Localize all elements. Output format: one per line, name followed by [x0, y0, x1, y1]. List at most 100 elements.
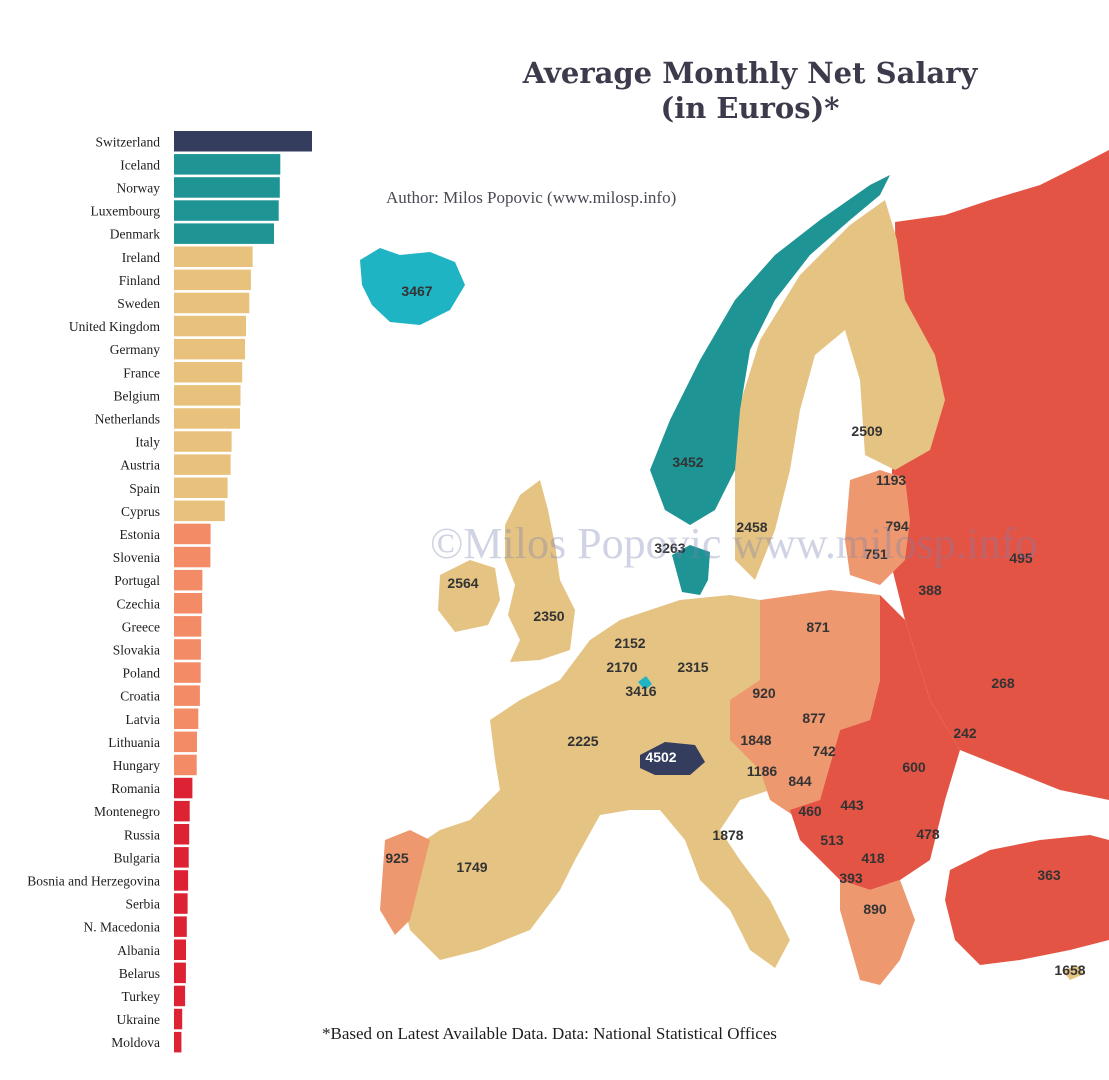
map-region-greece	[840, 880, 915, 985]
bar-label: Netherlands	[95, 412, 160, 427]
bar-moldova	[174, 1031, 182, 1053]
map-region-turkey	[945, 835, 1109, 965]
chart-title: Average Monthly Net Salary (in Euros)*	[470, 56, 1030, 126]
bar-label: Norway	[117, 180, 161, 195]
bar-label: Finland	[119, 273, 161, 288]
author-credit: Author: Milos Popovic (www.milosp.info)	[386, 188, 677, 207]
bar-label: Lithuania	[108, 735, 160, 750]
bar-switzerland	[174, 131, 312, 152]
bar-label: Cyprus	[121, 504, 160, 519]
bar-sweden	[174, 292, 250, 314]
bar-label: Spain	[129, 481, 160, 496]
map-value-label: 2170	[606, 659, 637, 675]
map-region-luxembourg	[638, 676, 652, 690]
map-value-label: 920	[752, 685, 776, 701]
map-value-label: 513	[820, 832, 844, 848]
map-value-label: 600	[902, 759, 926, 775]
bar-label: Iceland	[120, 157, 160, 172]
bar-label: Switzerland	[96, 134, 161, 149]
map-value-label: 478	[916, 826, 940, 842]
bar-finland	[174, 269, 251, 291]
map-value-label: 2152	[614, 635, 645, 651]
bar-poland	[174, 662, 201, 683]
map-region-cyprus	[1062, 966, 1084, 980]
map-region-switzerland	[640, 742, 705, 775]
map-region-uk	[505, 480, 575, 662]
bar-n-macedonia	[174, 916, 187, 937]
map-value-label: 495	[1009, 550, 1033, 566]
bar-croatia	[174, 685, 200, 706]
map-region-denmark	[672, 545, 710, 595]
map-region-central-east	[730, 590, 880, 820]
map-region-norway	[650, 175, 890, 525]
bar-germany	[174, 338, 245, 360]
bar-greece	[174, 616, 202, 637]
map-value-label: 242	[953, 725, 977, 741]
bar-label: Poland	[122, 666, 160, 681]
bar-latvia	[174, 708, 199, 729]
map-value-label: 3263	[654, 540, 685, 556]
map-value-label: 844	[788, 773, 812, 789]
bar-belarus	[174, 962, 186, 984]
bar-turkey	[174, 985, 186, 1007]
bar-montenegro	[174, 800, 190, 822]
bar-slovakia	[174, 639, 201, 660]
bar-albania	[174, 939, 186, 960]
bar-spain	[174, 477, 228, 498]
bar-label: Czechia	[117, 596, 160, 611]
map-region-western-europe	[400, 595, 790, 968]
bar-chart	[174, 131, 312, 1053]
bar-label: N. Macedonia	[84, 920, 160, 935]
bar-ukraine	[174, 1008, 183, 1030]
bar-russia	[174, 824, 190, 845]
bar-denmark	[174, 223, 274, 244]
bar-label: United Kingdom	[69, 319, 161, 334]
bar-label: Bosnia and Herzegovina	[27, 874, 160, 889]
bar-label: Germany	[110, 342, 160, 357]
bar-label: Portugal	[114, 573, 160, 588]
map-value-label: 1878	[712, 827, 743, 843]
bar-czechia	[174, 593, 203, 614]
bar-norway	[174, 177, 280, 198]
bar-cyprus	[174, 500, 225, 522]
bar-label: Slovenia	[113, 550, 160, 565]
bar-belgium	[174, 385, 241, 406]
bar-estonia	[174, 523, 211, 545]
bar-label: Montenegro	[94, 804, 160, 819]
map-value-label: 794	[885, 518, 909, 534]
bar-label: Belgium	[114, 388, 161, 403]
map-value-label: 268	[991, 675, 1015, 691]
bar-label: Austria	[120, 458, 160, 473]
map-value-label: 1658	[1054, 962, 1085, 978]
bar-label: Italy	[135, 435, 160, 450]
bar-ireland	[174, 246, 253, 267]
map-region-iceland	[360, 248, 465, 325]
bar-austria	[174, 454, 231, 475]
map-region-balkans	[790, 595, 960, 890]
bar-label: Turkey	[121, 989, 160, 1004]
bar-labels: Switzerland Iceland Norway Luxembourg Denmar…	[27, 134, 160, 1050]
bar-label: Sweden	[117, 296, 160, 311]
map-value-label: 2509	[851, 423, 882, 439]
bar-label: Belarus	[119, 966, 160, 981]
map-value-label: 1749	[456, 859, 487, 875]
bar-label: Croatia	[120, 689, 160, 704]
bar-united-kingdom	[174, 315, 246, 337]
map-value-label: 460	[798, 803, 822, 819]
bar-romania	[174, 777, 193, 799]
title-line-1: Average Monthly Net Salary	[522, 56, 978, 90]
map-value-label: 393	[839, 870, 863, 886]
bar-label: Greece	[122, 619, 160, 634]
map-value-label: 877	[802, 710, 826, 726]
bar-iceland	[174, 154, 281, 175]
map-value-label: 742	[812, 743, 836, 759]
map-region-baltics	[845, 470, 910, 585]
bar-label: Ukraine	[117, 1012, 160, 1027]
map-value-label: 2315	[677, 659, 708, 675]
bar-portugal	[174, 569, 203, 591]
map-value-label: 1193	[876, 472, 907, 488]
bar-italy	[174, 431, 232, 452]
map-value-label: 751	[864, 546, 888, 562]
footnote: *Based on Latest Available Data. Data: N…	[322, 1024, 777, 1043]
